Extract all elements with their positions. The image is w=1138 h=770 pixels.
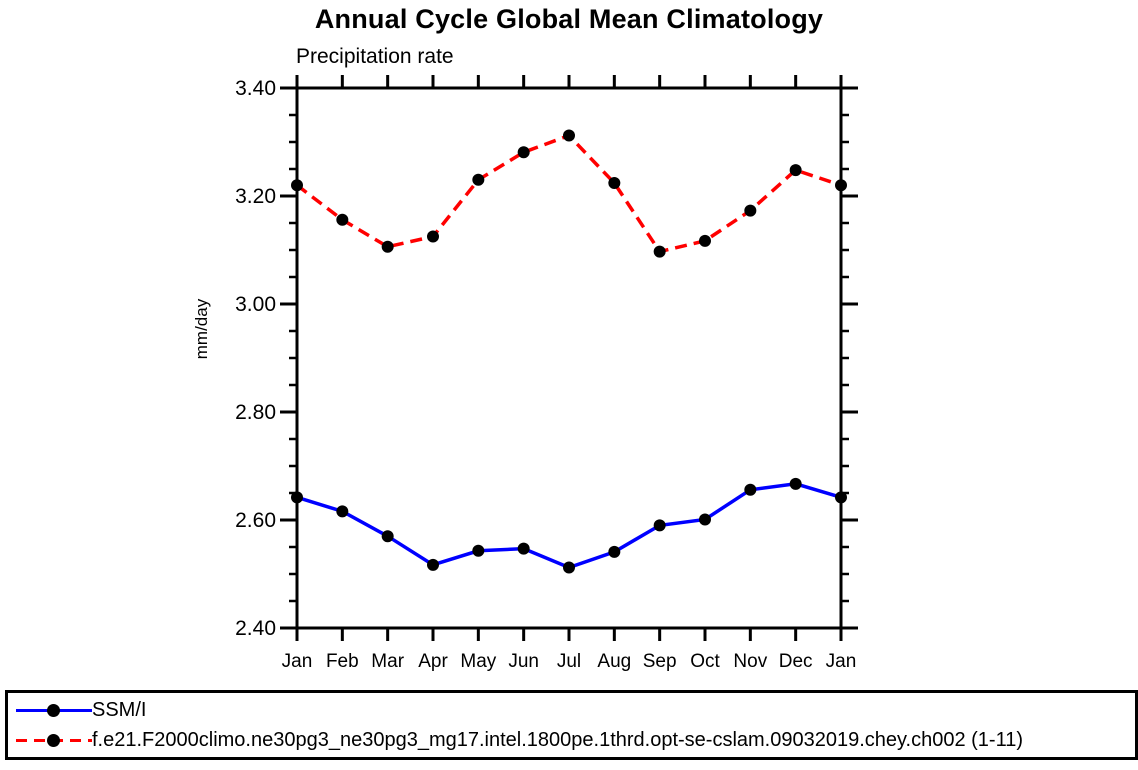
legend-item-model: f.e21.F2000climo.ne30pg3_ne30pg3_mg17.in… xyxy=(16,727,1135,754)
series-1-marker xyxy=(427,230,439,243)
x-axis-tick-label: Mar xyxy=(371,651,404,672)
series-1-marker xyxy=(517,146,530,159)
series-line-0 xyxy=(296,482,842,570)
series-line-1 xyxy=(295,133,842,254)
x-axis-tick-label: Nov xyxy=(733,651,767,672)
series-0-marker xyxy=(835,491,847,504)
series-1-marker xyxy=(336,213,349,226)
series-0-marker xyxy=(472,544,485,557)
series-0-marker xyxy=(699,513,711,526)
chart-subtitle: Precipitation rate xyxy=(296,45,454,68)
legend-label-ssmi: SSM/I xyxy=(92,698,147,721)
series-1-marker xyxy=(381,240,394,253)
x-axis-tick-label: Oct xyxy=(690,651,720,672)
series-0-marker xyxy=(291,491,303,504)
y-axis-tick-label: 3.40 xyxy=(235,77,276,100)
series-1-marker xyxy=(789,164,802,177)
legend-label-model: f.e21.F2000climo.ne30pg3_ne30pg3_mg17.in… xyxy=(92,728,1024,751)
series-1-marker xyxy=(472,173,485,186)
series-0-marker xyxy=(427,558,439,571)
plot-frame xyxy=(295,86,843,630)
chart-legend: SSM/I f.e21.F2000climo.ne30pg3_ne30pg3_m… xyxy=(5,690,1138,760)
x-axis-tick-label: Feb xyxy=(326,651,359,672)
x-axis-tick-label: Dec xyxy=(779,651,813,672)
series-0-marker xyxy=(381,530,394,543)
x-axis-tick-label: Apr xyxy=(418,651,448,672)
x-axis-tick-label: May xyxy=(460,651,496,672)
series-1-marker xyxy=(699,234,711,247)
legend-line-sample-model xyxy=(16,733,92,747)
x-axis-tick-label: Aug xyxy=(597,651,631,672)
legend-item-ssmi: SSM/I xyxy=(16,697,1135,724)
y-axis-title: mm/day xyxy=(192,298,211,359)
y-axis-tick-label: 3.20 xyxy=(235,185,276,208)
series-0-marker xyxy=(653,519,666,532)
series-1-marker xyxy=(608,177,621,190)
x-axis-tick-label: Jan xyxy=(826,651,857,672)
x-axis-tick-label: Jun xyxy=(508,651,539,672)
y-axis-tick-label: 2.80 xyxy=(235,401,276,424)
x-axis-tick-label: Jan xyxy=(282,651,313,672)
series-0-marker xyxy=(608,545,621,558)
legend-line-sample-ssmi xyxy=(16,703,92,717)
series-1-marker xyxy=(835,179,847,192)
series-0-marker xyxy=(517,542,530,555)
series-1-marker xyxy=(563,129,575,142)
series-0-marker xyxy=(744,483,757,496)
legend-marker-dot-model xyxy=(47,733,60,747)
y-axis-tick-label: 2.60 xyxy=(235,509,276,532)
annual-cycle-precipitation-chart: 2.40 2.60 2.80 3.00 3.20 3.40 Jan Feb Mar Apr May J… xyxy=(192,75,858,672)
x-axis-tick-label: Sep xyxy=(643,651,677,672)
series-0-marker xyxy=(563,561,575,574)
series-1-marker xyxy=(291,179,303,192)
y-axis-tick-label: 2.40 xyxy=(235,617,276,640)
series-0-marker xyxy=(336,505,349,518)
y-axis-tick-label: 3.00 xyxy=(235,293,276,316)
series-1-marker xyxy=(653,245,666,258)
legend-marker-dot-ssmi xyxy=(47,703,60,717)
series-0-marker xyxy=(789,477,802,490)
chart-title: Annual Cycle Global Mean Climatology xyxy=(314,4,824,34)
x-axis-tick-label: Jul xyxy=(557,651,581,672)
series-1-marker xyxy=(744,204,757,217)
